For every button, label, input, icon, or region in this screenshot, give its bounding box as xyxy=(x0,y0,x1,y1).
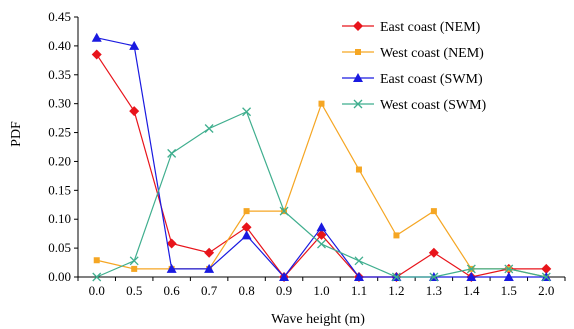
y-tick-label: 0.35 xyxy=(48,67,71,82)
y-tick-label: 0.45 xyxy=(48,9,71,24)
y-tick-label: 0.00 xyxy=(48,269,71,284)
legend-marker xyxy=(353,99,363,109)
data-point xyxy=(503,272,514,281)
y-tick-label: 0.25 xyxy=(48,125,71,140)
data-point xyxy=(241,222,252,233)
data-point xyxy=(91,49,102,60)
data-point xyxy=(428,247,439,258)
data-point xyxy=(466,264,476,274)
legend-entry: West coast (SWM) xyxy=(342,98,487,113)
x-marker-stroke xyxy=(541,272,551,282)
x-tick-label: 0.7 xyxy=(201,283,218,298)
data-point xyxy=(279,206,289,216)
x-tick-label: 0.8 xyxy=(238,283,254,298)
data-point xyxy=(316,222,327,232)
series-2 xyxy=(93,100,550,280)
series-line xyxy=(96,102,547,278)
data-point xyxy=(166,263,177,273)
x-tick-label: 1.4 xyxy=(463,283,480,298)
y-tick-label: 0.05 xyxy=(48,240,71,255)
x-marker-stroke xyxy=(354,256,364,266)
data-point xyxy=(353,272,364,281)
x-marker-stroke xyxy=(242,107,252,117)
x-marker-stroke xyxy=(167,148,177,158)
legend-label: East coast (SWM) xyxy=(380,72,483,87)
data-point xyxy=(354,256,364,266)
x-marker-stroke xyxy=(317,239,326,249)
x-marker-stroke xyxy=(279,206,289,216)
data-point xyxy=(204,124,214,133)
data-point xyxy=(129,256,139,266)
data-point xyxy=(393,232,400,239)
data-point xyxy=(541,272,551,282)
legend-entry: West coast (NEM) xyxy=(342,46,484,61)
series-4 xyxy=(92,107,551,282)
x-marker-stroke xyxy=(466,264,476,274)
data-point xyxy=(318,100,325,107)
legend-entry: East coast (SWM) xyxy=(342,72,483,87)
y-axis-title: PDF xyxy=(9,121,24,147)
data-point xyxy=(131,265,138,272)
x-marker-stroke xyxy=(391,272,401,282)
x-marker-stroke xyxy=(353,99,363,109)
legend-label: West coast (SWM) xyxy=(380,98,487,113)
x-tick-label: 1.0 xyxy=(313,283,329,298)
x-tick-label: 0.9 xyxy=(276,283,292,298)
data-point xyxy=(129,40,140,50)
x-tick-label: 1.2 xyxy=(388,283,404,298)
data-point xyxy=(129,106,140,117)
x-axis-title: Wave height (m) xyxy=(271,312,365,327)
legend: East coast (NEM) West coast (NEM) East coa… xyxy=(342,20,487,113)
series-layer xyxy=(91,32,552,282)
data-point xyxy=(204,247,215,258)
data-point xyxy=(204,263,215,273)
legend-marker xyxy=(353,73,363,82)
y-tick-label: 0.15 xyxy=(48,182,71,197)
series-line xyxy=(96,110,547,278)
x-marker-stroke xyxy=(429,272,439,282)
data-point xyxy=(92,272,102,282)
data-point xyxy=(317,239,326,249)
data-point xyxy=(91,32,102,42)
legend-label: West coast (NEM) xyxy=(380,46,484,61)
legend-label: East coast (NEM) xyxy=(380,20,481,35)
legend-marker xyxy=(353,21,363,31)
data-point xyxy=(355,166,362,173)
x-tick-label: 1.5 xyxy=(501,283,517,298)
x-tick-label: 0.5 xyxy=(126,283,142,298)
x-tick-label: 1.1 xyxy=(351,283,367,298)
data-point xyxy=(166,238,177,249)
data-point xyxy=(241,230,252,240)
data-point xyxy=(430,208,437,215)
data-point xyxy=(466,272,477,281)
x-tick-label: 1.3 xyxy=(426,283,442,298)
data-point xyxy=(429,272,439,282)
data-point xyxy=(243,208,250,215)
x-tick-label: 0.6 xyxy=(164,283,181,298)
axes: 0.00 0.05 0.10 0.15 0.20 0.25 0.30 0.35 0.40 0.45… xyxy=(48,9,566,298)
legend-marker xyxy=(355,49,361,55)
data-point xyxy=(279,272,290,281)
x-tick-label: 0.0 xyxy=(89,283,105,298)
legend-entry: East coast (NEM) xyxy=(342,20,481,35)
y-tick-label: 0.40 xyxy=(48,38,71,53)
x-marker-stroke xyxy=(92,272,102,282)
data-point xyxy=(504,264,514,274)
data-point xyxy=(93,257,100,264)
x-marker-stroke xyxy=(129,256,139,266)
data-point xyxy=(391,272,401,282)
data-point xyxy=(541,263,552,274)
data-point xyxy=(316,229,327,240)
data-point xyxy=(242,107,252,117)
x-marker-stroke xyxy=(504,264,514,274)
y-tick-label: 0.20 xyxy=(48,153,71,168)
x-marker-stroke xyxy=(204,124,214,133)
y-tick-label: 0.10 xyxy=(48,211,71,226)
y-tick-label: 0.30 xyxy=(48,96,71,111)
x-tick-label: 2.0 xyxy=(538,283,554,298)
data-point xyxy=(167,148,177,158)
